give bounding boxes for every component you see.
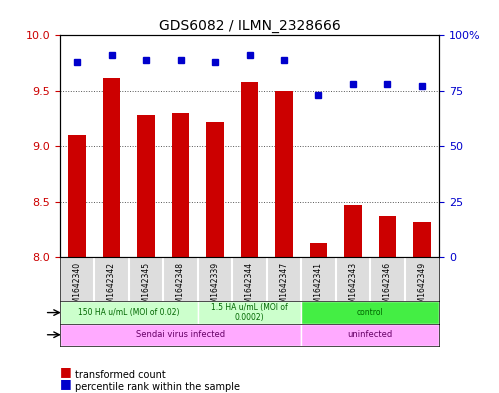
- Bar: [344, 205, 362, 257]
- Bar: [207, 122, 224, 257]
- Text: ■: ■: [60, 377, 72, 390]
- Text: GSM1642348: GSM1642348: [176, 262, 185, 312]
- Text: GSM1642339: GSM1642339: [211, 262, 220, 313]
- FancyBboxPatch shape: [60, 301, 198, 324]
- Text: GSM1642349: GSM1642349: [417, 262, 426, 313]
- FancyBboxPatch shape: [301, 301, 439, 324]
- Bar: [413, 222, 431, 257]
- Text: GSM1642345: GSM1642345: [142, 262, 151, 313]
- Title: GDS6082 / ILMN_2328666: GDS6082 / ILMN_2328666: [159, 19, 340, 33]
- Text: GSM1642347: GSM1642347: [279, 262, 288, 313]
- FancyBboxPatch shape: [198, 301, 301, 324]
- Bar: [379, 216, 396, 257]
- Text: GSM1642342: GSM1642342: [107, 262, 116, 312]
- Text: GSM1642344: GSM1642344: [245, 262, 254, 313]
- Text: GSM1642346: GSM1642346: [383, 262, 392, 313]
- Bar: [172, 113, 189, 257]
- Bar: [310, 243, 327, 257]
- Text: GSM1642341: GSM1642341: [314, 262, 323, 312]
- Text: 150 HA u/mL (MOI of 0.02): 150 HA u/mL (MOI of 0.02): [78, 308, 180, 317]
- Text: GSM1642340: GSM1642340: [73, 262, 82, 313]
- Text: percentile rank within the sample: percentile rank within the sample: [75, 382, 240, 392]
- Text: control: control: [357, 308, 384, 317]
- Bar: [275, 91, 292, 257]
- FancyBboxPatch shape: [60, 324, 301, 346]
- Bar: [68, 135, 86, 257]
- Text: GSM1642343: GSM1642343: [348, 262, 357, 313]
- Text: ■: ■: [60, 365, 72, 378]
- FancyBboxPatch shape: [301, 324, 439, 346]
- Text: uninfected: uninfected: [347, 330, 393, 339]
- Bar: [241, 82, 258, 257]
- Bar: [137, 115, 155, 257]
- Text: transformed count: transformed count: [75, 370, 166, 380]
- Text: Sendai virus infected: Sendai virus infected: [136, 330, 225, 339]
- Text: 1.5 HA u/mL (MOI of
0.0002): 1.5 HA u/mL (MOI of 0.0002): [211, 303, 288, 322]
- Bar: [103, 77, 120, 257]
